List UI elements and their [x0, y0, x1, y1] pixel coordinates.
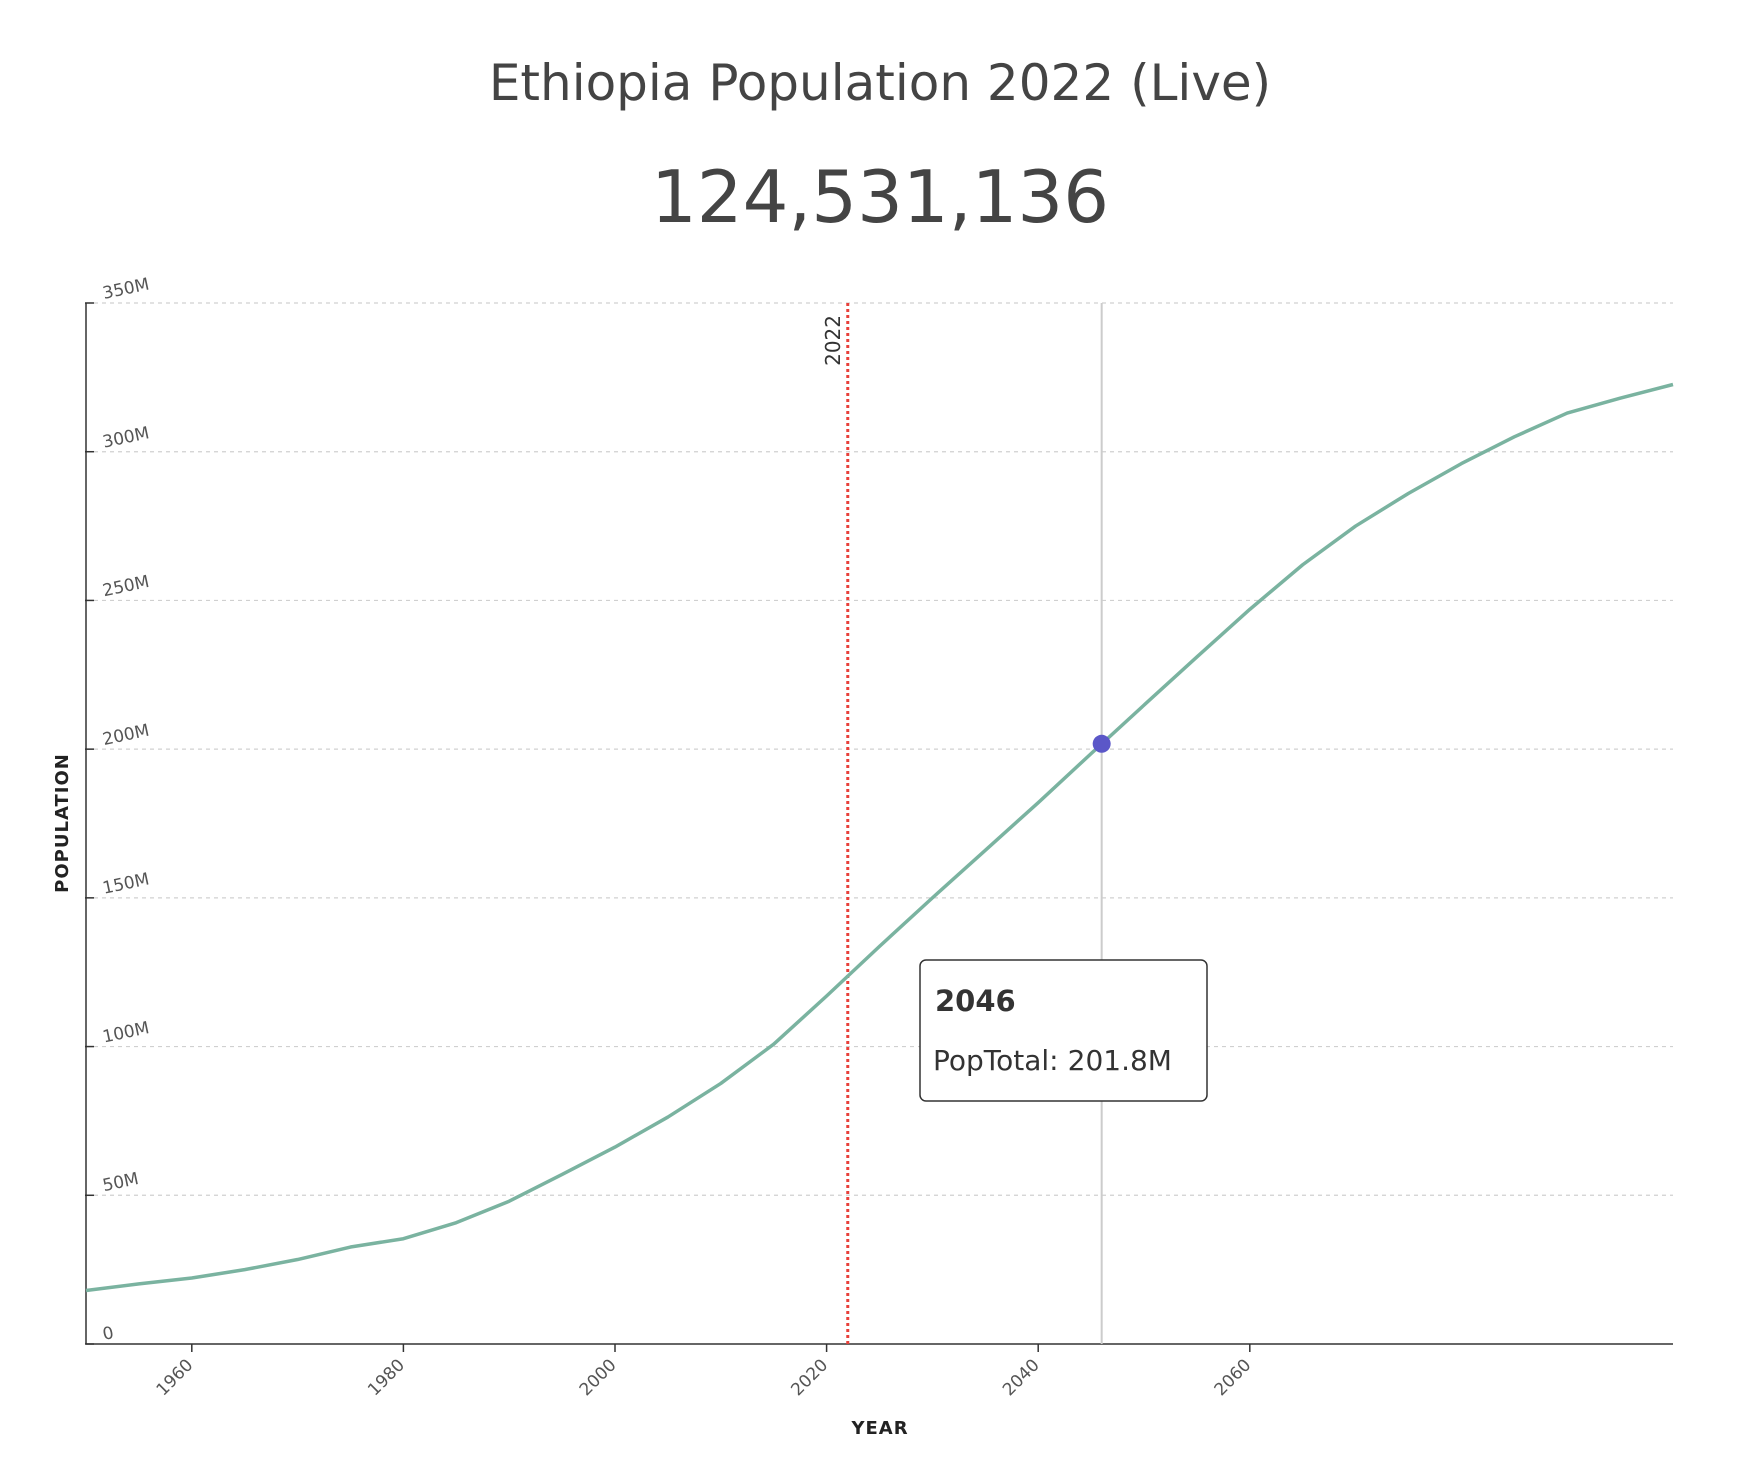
y-tick-label: 100M: [101, 1018, 151, 1047]
x-tick-label: 2020: [787, 1355, 832, 1400]
tooltip-body: PopTotal: 201.8M: [933, 1044, 1172, 1077]
y-tick-label: 300M: [101, 423, 151, 452]
y-tick-label: 250M: [101, 572, 151, 601]
y-tick-label: 0: [101, 1323, 116, 1345]
y-tick-label: 200M: [101, 721, 151, 750]
x-tick-label: 1980: [364, 1355, 409, 1400]
x-tick-label: 1960: [153, 1355, 198, 1400]
current-year-label: 2022: [821, 315, 845, 366]
x-tick-label: 2000: [576, 1355, 621, 1400]
tooltip-series: PopTotal:: [933, 1044, 1059, 1077]
y-tick-label: 150M: [101, 869, 151, 898]
live-count: 124,531,136: [651, 155, 1109, 239]
tooltip-box: [919, 959, 1208, 1102]
chart-title: Ethiopia Population 2022 (Live): [489, 54, 1271, 112]
x-axis-title: YEAR: [850, 1418, 908, 1439]
tooltip-value: 201.8M: [1068, 1044, 1172, 1077]
y-tick-label: 350M: [101, 275, 151, 304]
tooltip-title: 2046: [935, 984, 1016, 1018]
y-tick-label: 50M: [101, 1169, 141, 1196]
x-tick-label: 2040: [999, 1355, 1044, 1400]
x-tick-label: 2060: [1211, 1355, 1256, 1400]
population-line: [85, 382, 1674, 1293]
hover-point: [1092, 734, 1111, 753]
y-axis-title: POPULATION: [52, 753, 73, 893]
